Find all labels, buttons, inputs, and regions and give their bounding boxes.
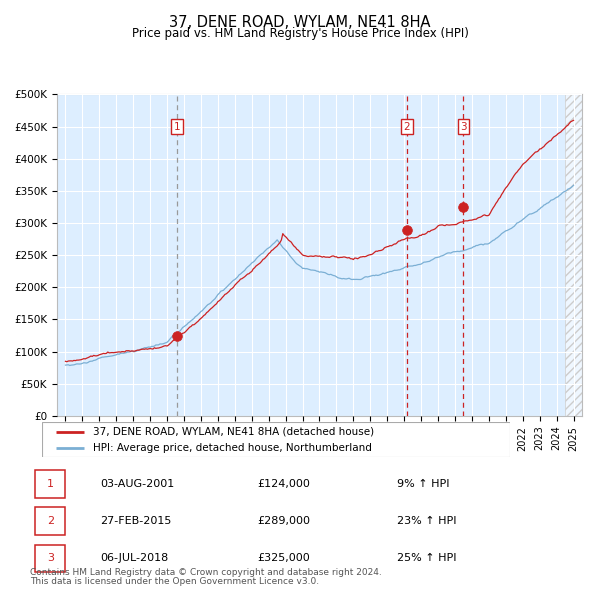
Text: 25% ↑ HPI: 25% ↑ HPI — [397, 553, 457, 563]
Text: HPI: Average price, detached house, Northumberland: HPI: Average price, detached house, Nort… — [94, 444, 373, 453]
Text: £325,000: £325,000 — [257, 553, 310, 563]
Text: 3: 3 — [47, 553, 54, 563]
Bar — [35, 545, 65, 572]
Text: 27-FEB-2015: 27-FEB-2015 — [100, 516, 172, 526]
Text: £289,000: £289,000 — [257, 516, 310, 526]
Bar — [565, 94, 582, 416]
Text: 2: 2 — [47, 516, 54, 526]
Bar — [565, 94, 582, 416]
Text: 37, DENE ROAD, WYLAM, NE41 8HA (detached house): 37, DENE ROAD, WYLAM, NE41 8HA (detached… — [94, 427, 374, 437]
Text: 06-JUL-2018: 06-JUL-2018 — [100, 553, 169, 563]
Text: 9% ↑ HPI: 9% ↑ HPI — [397, 479, 450, 489]
Bar — [35, 470, 65, 498]
Text: This data is licensed under the Open Government Licence v3.0.: This data is licensed under the Open Gov… — [30, 578, 319, 586]
Text: £124,000: £124,000 — [257, 479, 310, 489]
Text: 3: 3 — [460, 122, 467, 132]
Text: 37, DENE ROAD, WYLAM, NE41 8HA: 37, DENE ROAD, WYLAM, NE41 8HA — [169, 15, 431, 30]
Text: 2: 2 — [404, 122, 410, 132]
Text: 1: 1 — [173, 122, 180, 132]
Bar — [35, 507, 65, 535]
Text: 1: 1 — [47, 479, 54, 489]
Text: 03-AUG-2001: 03-AUG-2001 — [100, 479, 175, 489]
Text: 23% ↑ HPI: 23% ↑ HPI — [397, 516, 457, 526]
Text: Contains HM Land Registry data © Crown copyright and database right 2024.: Contains HM Land Registry data © Crown c… — [30, 568, 382, 577]
Text: Price paid vs. HM Land Registry's House Price Index (HPI): Price paid vs. HM Land Registry's House … — [131, 27, 469, 40]
